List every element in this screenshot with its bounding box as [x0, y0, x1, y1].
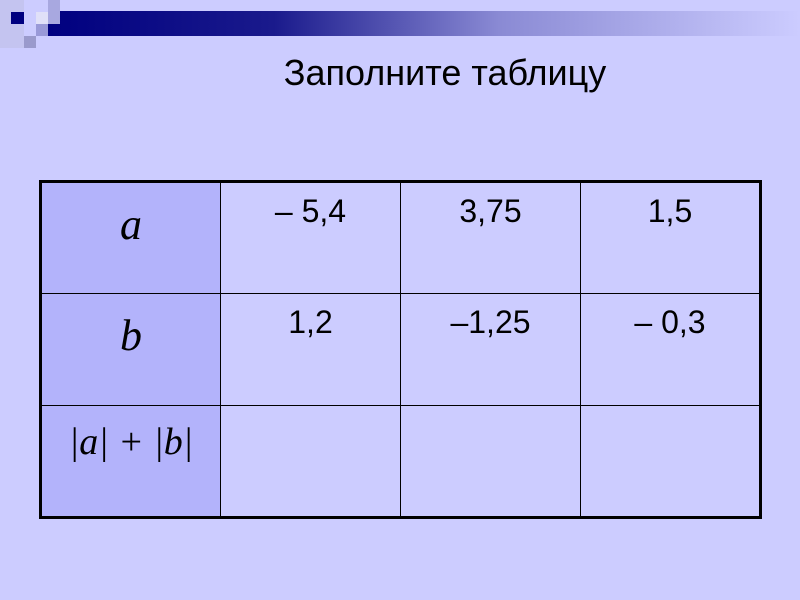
decor-square: [11, 12, 24, 24]
table-row: a – 5,4 3,75 1,5: [40, 181, 761, 294]
decor-square: [36, 12, 48, 24]
page-title: Заполните таблицу: [283, 52, 607, 93]
table-cell: –1,25: [400, 293, 581, 406]
table-cell: – 5,4: [220, 181, 401, 294]
table-cell: – 0,3: [580, 293, 761, 406]
fill-table: a – 5,4 3,75 1,5 b 1,2 –1,25 – 0,3 |a| +…: [39, 180, 762, 519]
table-cell: 1,5: [580, 181, 761, 294]
answer-cell[interactable]: [400, 405, 581, 518]
table-row: |a| + |b|: [40, 405, 761, 518]
row-header-b: b: [40, 293, 221, 406]
row-header-a: a: [40, 181, 221, 294]
title-accent-bar: [48, 11, 800, 36]
table-row: b 1,2 –1,25 – 0,3: [40, 293, 761, 406]
decor-square: [24, 36, 36, 48]
answer-cell[interactable]: [220, 405, 401, 518]
answer-cell[interactable]: [580, 405, 761, 518]
decor-square: [0, 0, 24, 48]
decor-square: [36, 24, 48, 36]
table-cell: 3,75: [400, 181, 581, 294]
table-cell: 1,2: [220, 293, 401, 406]
row-header-sum: |a| + |b|: [40, 405, 221, 518]
decor-square: [48, 0, 60, 24]
